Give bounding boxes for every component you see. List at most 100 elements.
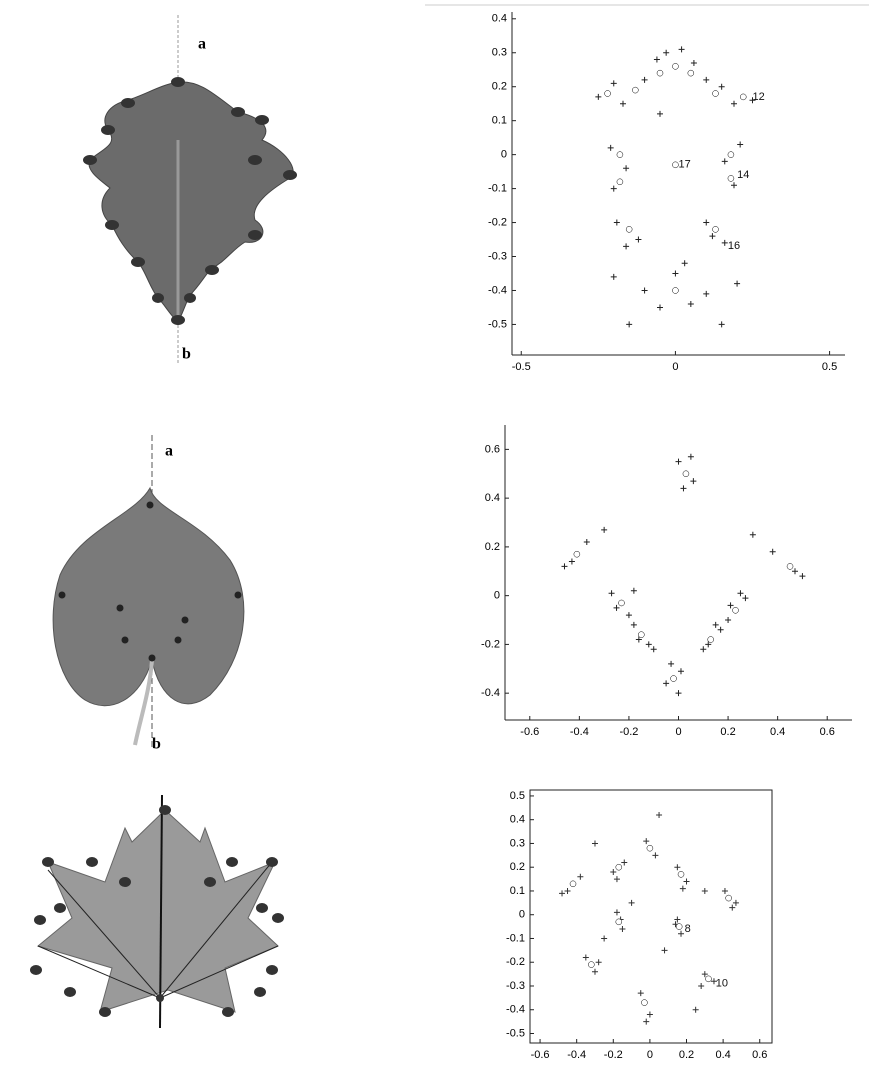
y-tick-label: 0.2: [485, 541, 500, 553]
leaf-label: b: [152, 736, 161, 753]
sample-point: [692, 1006, 699, 1013]
mean-point: [727, 151, 735, 158]
y-tick-label: 0.6: [485, 443, 500, 455]
sample-point: [635, 236, 642, 243]
y-tick-label: -0.2: [506, 956, 525, 968]
y-tick-label: -0.1: [488, 183, 507, 195]
x-tick-label: -0.6: [520, 726, 539, 738]
x-tick-label: -0.2: [619, 726, 638, 738]
mean-point: [727, 175, 735, 182]
y-tick-label: 0.1: [510, 885, 525, 897]
sample-point: [630, 587, 637, 594]
mean-point: [672, 161, 679, 169]
sample-point: [737, 141, 744, 148]
y-tick-label: 0.2: [510, 861, 525, 873]
sample-point: [646, 1011, 653, 1018]
y-tick-label: -0.4: [488, 284, 507, 296]
sample-point: [687, 453, 694, 460]
sample-point: [731, 100, 737, 107]
x-tick-label: 0.2: [679, 1049, 694, 1060]
y-tick-label: 0.4: [485, 492, 500, 504]
sample-point: [679, 885, 686, 892]
mean-point: [677, 871, 685, 878]
sample-point: [709, 233, 716, 240]
sample-point: [721, 158, 728, 165]
mean-point: [604, 90, 611, 97]
x-tick-label: -0.2: [604, 1049, 623, 1060]
sample-point: [732, 899, 739, 906]
sample-point: [583, 539, 590, 546]
sample-point: [718, 321, 725, 328]
sample-point: [628, 899, 635, 906]
x-tick-label: -0.6: [531, 1049, 550, 1060]
mean-point: [616, 151, 624, 158]
mean-point: [573, 550, 581, 558]
y-tick-label: -0.4: [506, 1004, 525, 1016]
mean-point: [786, 563, 794, 570]
x-tick-label: 0.2: [720, 726, 735, 738]
sample-point: [727, 602, 734, 609]
sample-point: [769, 548, 776, 555]
mean-point: [725, 894, 732, 902]
plot-frame: [529, 789, 773, 1044]
sample-point: [657, 110, 663, 117]
y-tick-label: 0: [494, 590, 500, 602]
sample-point: [601, 935, 608, 942]
sample-point: [623, 243, 630, 250]
sample-point: [687, 301, 694, 308]
sample-point: [595, 93, 602, 100]
sample-point: [791, 568, 798, 575]
sample-point: [674, 916, 681, 923]
sample-point: [703, 219, 710, 226]
sample-point: [623, 165, 630, 172]
x-tick-label: -0.5: [512, 361, 531, 373]
annotation: 14: [737, 169, 749, 181]
sample-point: [561, 563, 568, 570]
sample-point: [582, 954, 589, 961]
sample-point: [613, 219, 620, 226]
y-tick-label: 0.4: [510, 814, 525, 826]
sample-point: [729, 904, 736, 911]
x-tick-label: 0.5: [822, 361, 837, 373]
sample-point: [653, 56, 660, 63]
mean-point: [615, 863, 623, 871]
mean-point: [569, 880, 577, 888]
sample-point: [710, 978, 717, 985]
sample-point: [630, 621, 637, 628]
sample-point: [725, 617, 732, 624]
sample-point: [683, 878, 690, 885]
sample-point: [690, 59, 697, 66]
mean-point: [646, 844, 654, 852]
sample-point: [613, 909, 620, 916]
sample-point: [663, 49, 670, 56]
sample-point: [595, 959, 602, 966]
x-tick-label: 0: [647, 1049, 653, 1060]
annotation: 12: [753, 91, 765, 103]
x-tick-label: 0.6: [820, 726, 835, 738]
sample-point: [591, 840, 598, 847]
leaf-label: a: [165, 443, 173, 460]
mean-point: [672, 287, 679, 294]
sample-point: [577, 873, 584, 880]
annotation: 16: [728, 240, 740, 252]
oak-leaf: [83, 15, 297, 365]
sample-point: [661, 947, 668, 954]
annotation: 10: [716, 978, 728, 990]
sample-point: [591, 968, 598, 975]
mean-point: [687, 69, 695, 77]
mean-point: [707, 636, 714, 643]
sample-point: [645, 641, 652, 648]
sample-point: [680, 485, 687, 492]
sample-point: [620, 100, 626, 107]
sample-point: [568, 558, 575, 565]
y-tick-label: -0.5: [488, 318, 507, 330]
mean-point: [712, 90, 719, 97]
sample-point: [705, 641, 712, 648]
sample-point: [641, 287, 648, 294]
sample-point: [610, 868, 617, 875]
sample-point: [690, 478, 697, 485]
mean-point: [670, 675, 677, 682]
sample-point: [607, 144, 614, 151]
linden-leaf: [52, 435, 245, 748]
